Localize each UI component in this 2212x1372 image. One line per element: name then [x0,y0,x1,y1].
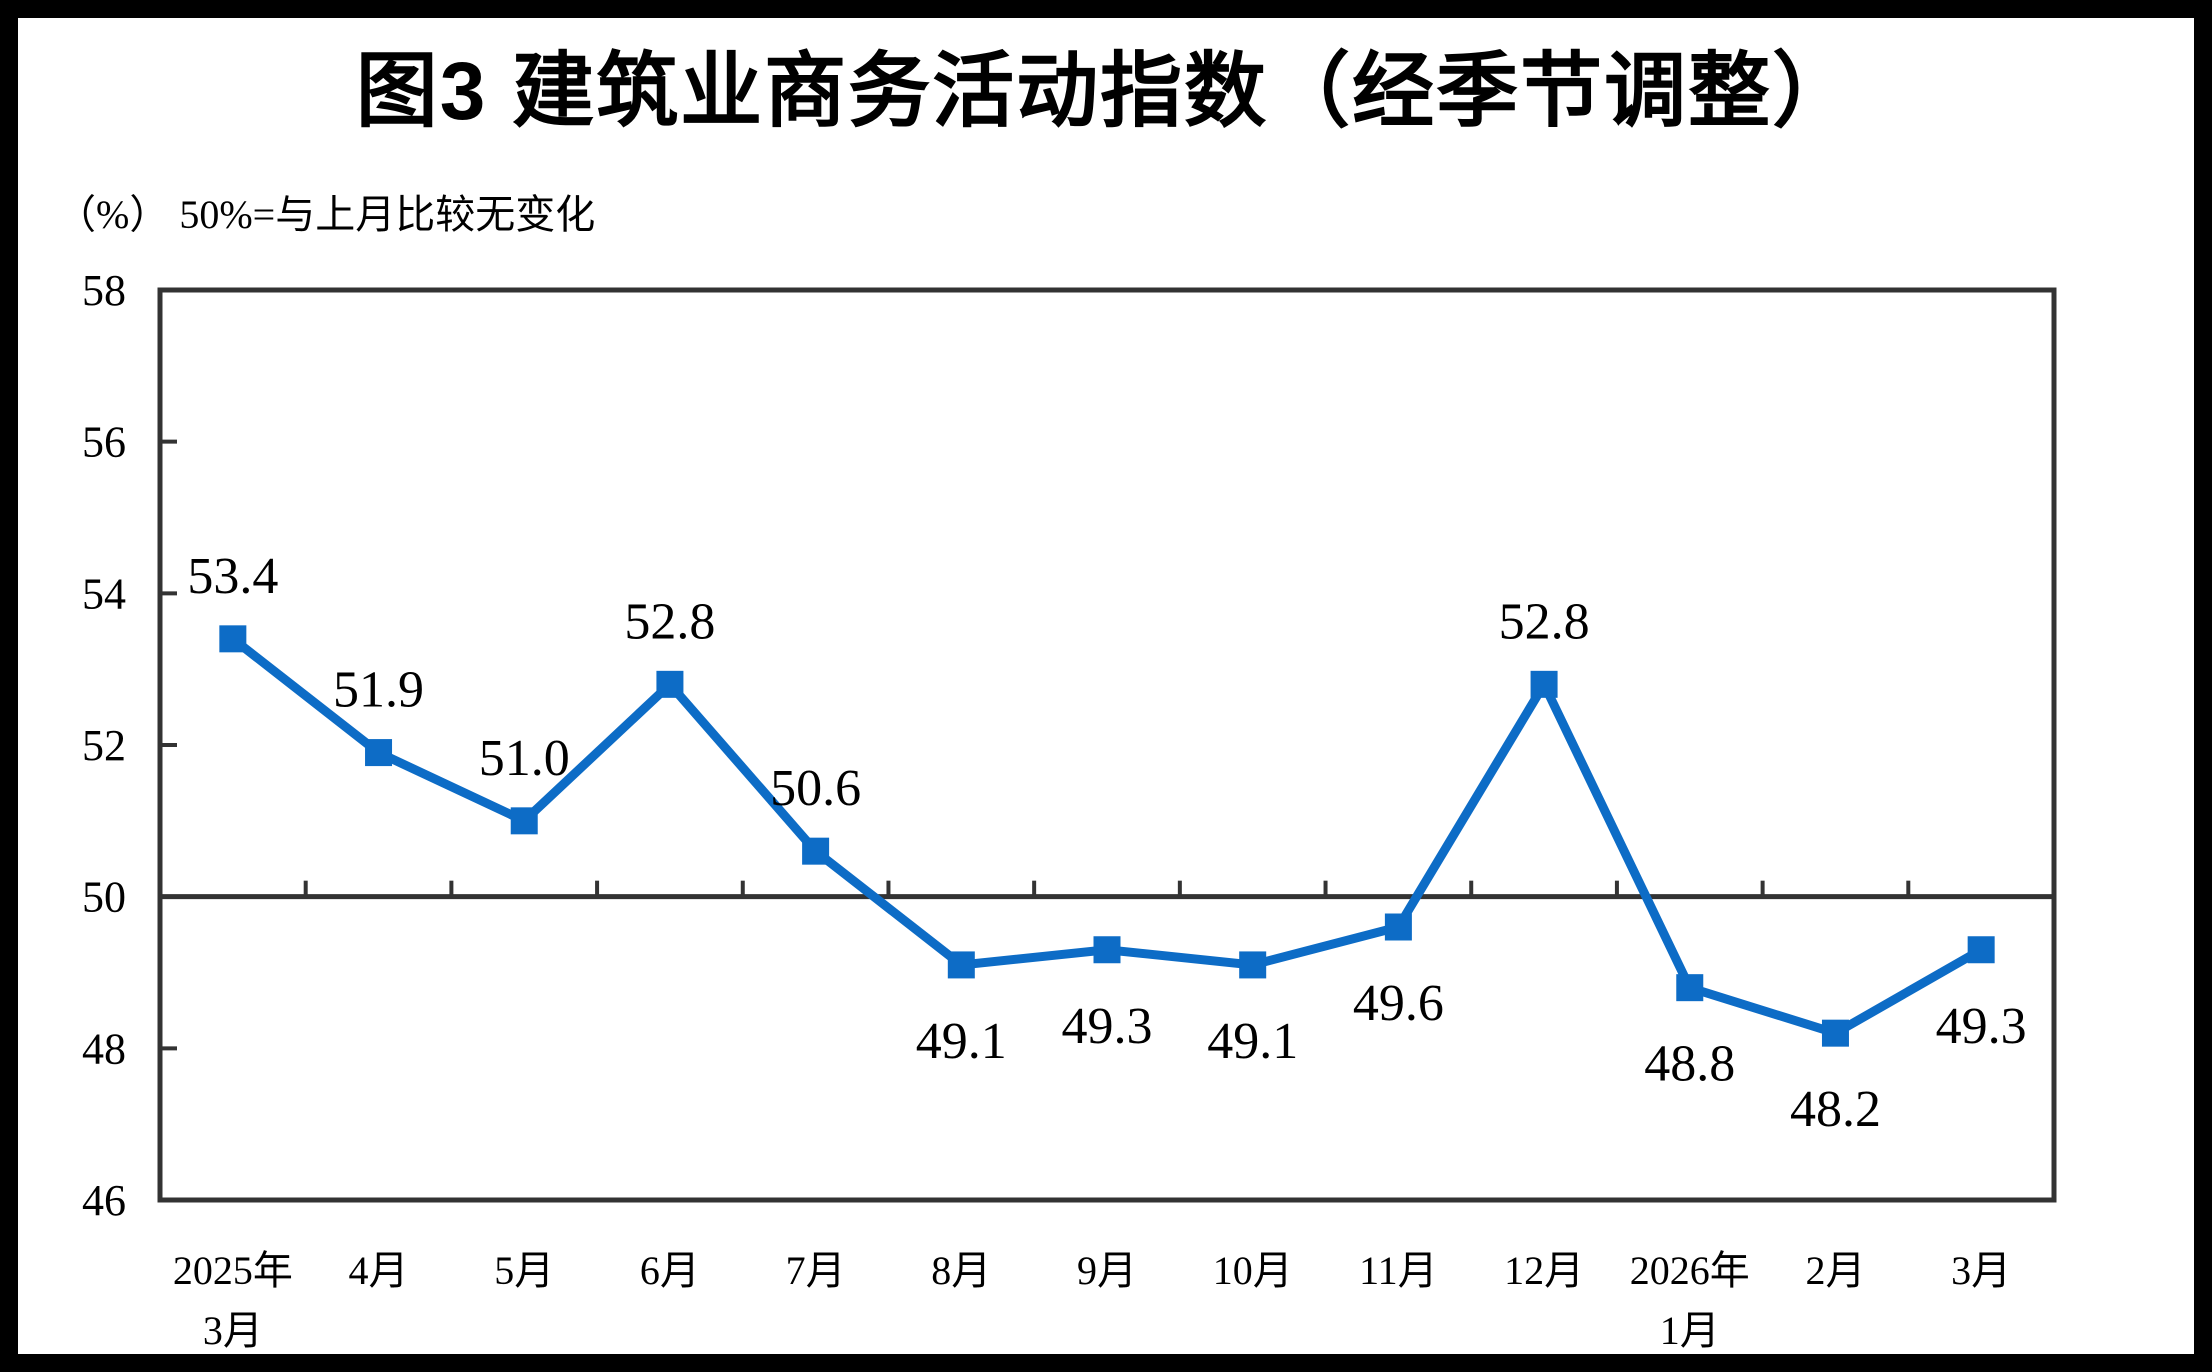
data-point-label: 49.6 [1353,975,1444,1032]
data-point-label: 48.2 [1790,1081,1881,1138]
y-axis-unit-note: （%） 50%=与上月比较无变化 [56,192,596,237]
x-axis-tick-label: 2025年 [173,1248,293,1293]
x-axis-tick-label: 5月 [494,1248,554,1293]
x-axis-tick-label: 2026年 [1630,1248,1750,1293]
y-axis-tick-label: 54 [82,569,126,618]
data-point-marker [1384,913,1412,941]
data-point-marker [1821,1019,1849,1047]
x-axis-tick-label: 2月 [1805,1248,1865,1293]
data-point-marker [656,670,684,698]
x-axis-tick-label: 9月 [1077,1248,1137,1293]
data-point-label: 53.4 [187,548,278,605]
series-line [230,635,1984,1039]
y-axis-tick-label: 48 [82,1024,126,1073]
data-point-label: 50.6 [770,760,861,817]
data-point-label: 49.3 [1062,998,1153,1055]
x-axis-tick-label: 11月 [1359,1248,1438,1293]
data-point-label: 48.8 [1644,1036,1735,1093]
data-point-marker [1093,936,1121,964]
chart-canvas: 图3 建筑业商务活动指数（经季节调整） （%） 50%=与上月比较无变化 46 4… [18,18,2194,1354]
chart-title: 图3 建筑业商务活动指数（经季节调整） [355,46,1857,137]
data-point-marker [510,807,538,835]
data-point-marker [1967,936,1995,964]
data-point-marker [365,739,393,767]
x-axis-tick-label: 10月 [1213,1248,1293,1293]
y-axis-tick-label: 58 [82,266,126,315]
x-axis-tick-label: 3月 [203,1308,263,1353]
x-axis-tick-label: 8月 [931,1248,991,1293]
data-point-marker [1239,951,1267,979]
data-point-marker [1530,670,1558,698]
data-point-label: 52.8 [624,593,715,650]
x-axis-tick-label: 3月 [1951,1248,2011,1293]
y-axis-tick-label: 52 [82,721,126,770]
x-axis-tick-label: 7月 [786,1248,846,1293]
data-point-label: 52.8 [1499,593,1590,650]
x-axis-tick-label: 1月 [1660,1308,1720,1353]
data-point-label: 49.1 [1207,1013,1298,1070]
data-point-marker [219,625,247,653]
x-axis-tick-label: 6月 [640,1248,700,1293]
data-point-label: 51.0 [479,730,570,787]
y-axis-tick-label: 50 [82,873,126,922]
y-axis-tick-label: 46 [82,1176,126,1225]
line-chart-plot: 46 48 50 52 54 56 58 2025年 3月 4月 5月 6月 7月 8月 9月 10月 11月 1… [82,266,2057,1353]
data-point-marker [802,837,830,865]
data-point-marker [947,951,975,979]
data-point-label: 51.9 [333,662,424,719]
data-point-label: 49.1 [916,1013,1007,1070]
data-point-marker [1676,974,1704,1002]
plot-border [157,287,2057,1203]
data-point-label: 49.3 [1936,998,2027,1055]
x-axis-tick-label: 12月 [1504,1248,1584,1293]
y-axis-tick-label: 56 [82,418,126,467]
x-axis-tick-label: 4月 [349,1248,409,1293]
